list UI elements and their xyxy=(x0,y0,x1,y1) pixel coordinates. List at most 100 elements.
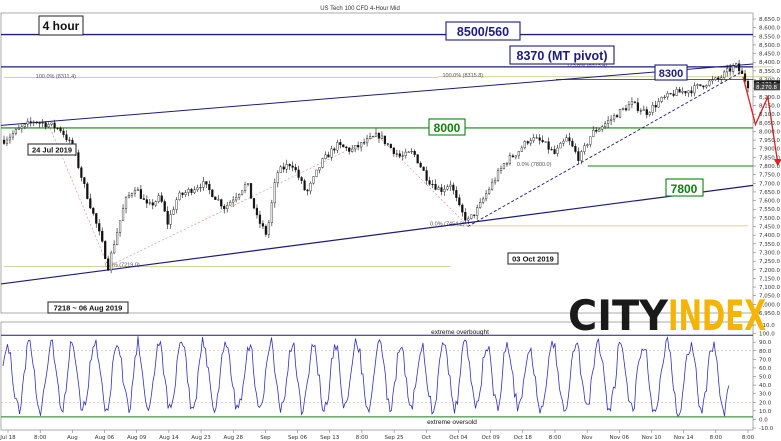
candle-body xyxy=(487,189,491,194)
candle-body xyxy=(604,123,607,127)
x-tick-label: Oct 09 xyxy=(481,435,500,441)
x-tick-label: Aug 23 xyxy=(191,435,211,441)
candle-body xyxy=(44,122,47,128)
candle-body xyxy=(398,153,401,157)
rising-trend-dashed xyxy=(467,71,743,227)
x-tick-label: Jul 18 xyxy=(0,435,16,441)
x-tick-label: Aug 09 xyxy=(127,435,147,441)
candle-body xyxy=(264,225,267,235)
candle-body xyxy=(246,183,250,185)
cityindex-logo: CITY INDEX xyxy=(568,291,766,340)
forecast-arrow xyxy=(742,76,781,166)
candle-body xyxy=(107,258,110,271)
y-tick-label: 6,950.0 xyxy=(759,311,780,317)
candle-body xyxy=(571,140,574,147)
rsi-tick-label: 90.0 xyxy=(759,340,772,346)
candle-body xyxy=(187,189,190,193)
candle-body xyxy=(532,137,535,141)
candle-body xyxy=(2,139,6,144)
candle-body xyxy=(291,165,294,168)
rsi-tick-label: 30.0 xyxy=(759,392,772,398)
candle-body xyxy=(255,207,259,216)
candle-body xyxy=(142,198,145,200)
fib-label: 100.0% (8311.4) xyxy=(36,74,76,80)
candle-body xyxy=(374,132,378,137)
level-box-8000 xyxy=(428,118,466,136)
candle-body xyxy=(56,127,59,129)
y-tick-label: 7,650.0 xyxy=(759,190,780,196)
candle-body xyxy=(627,104,631,111)
candle-body xyxy=(583,145,586,152)
candle-body xyxy=(121,208,125,221)
candle-body xyxy=(672,93,675,96)
level-box-7800 xyxy=(665,178,704,197)
candle-body xyxy=(342,144,345,148)
rsi-tick-label: 0.0 xyxy=(759,417,768,423)
candle-body xyxy=(389,144,392,149)
candle-body xyxy=(556,147,559,154)
candle-body xyxy=(446,186,449,190)
fib-label: 0.0% (7800.0) xyxy=(517,162,552,168)
candle-body xyxy=(696,84,699,86)
key-levels xyxy=(1,33,753,167)
candle-body xyxy=(473,214,476,216)
candle-body xyxy=(618,109,622,118)
candle-body xyxy=(166,210,169,225)
rsi-line xyxy=(2,335,730,417)
candle-body xyxy=(160,195,163,202)
candle-body xyxy=(592,129,595,137)
y-tick-label: 7,700.0 xyxy=(759,181,780,187)
candle-body xyxy=(267,222,270,235)
candle-body xyxy=(416,154,419,164)
candle-body xyxy=(8,136,12,141)
candle-body xyxy=(663,96,666,98)
candle-body xyxy=(35,121,38,124)
y-tick-label: 7,350.0 xyxy=(759,242,780,248)
candle-body xyxy=(360,142,363,148)
candle-body xyxy=(580,151,583,161)
candle-body xyxy=(199,187,202,189)
candle-body xyxy=(249,183,253,199)
candle-body xyxy=(53,122,56,129)
candle-body xyxy=(508,155,512,164)
candle-body xyxy=(630,101,634,105)
candle-body xyxy=(514,155,517,158)
candle-body xyxy=(740,70,744,74)
candle-body xyxy=(214,196,217,200)
candle-body xyxy=(666,93,669,98)
candle-body xyxy=(303,180,306,191)
x-tick-label: 8:00 xyxy=(356,435,369,441)
candle-body xyxy=(705,85,708,88)
candle-body xyxy=(118,220,122,233)
rsi-tick-label: 20.0 xyxy=(759,400,772,406)
candle-body xyxy=(422,166,425,171)
candle-body xyxy=(404,151,407,156)
level-label-7800: 7800 xyxy=(671,182,698,196)
trend-lines xyxy=(0,63,754,285)
candle-body xyxy=(476,207,479,216)
fib-label: 0.0% (7454.2) xyxy=(430,222,465,228)
candle-body xyxy=(419,162,422,168)
candle-body xyxy=(351,148,354,152)
candle-body xyxy=(383,135,387,144)
y-tick-label: 7,300.0 xyxy=(759,250,780,256)
candle-body xyxy=(127,195,131,198)
candle-body xyxy=(196,187,199,190)
price-readout-box xyxy=(754,83,780,91)
candle-body xyxy=(645,109,648,115)
candle-body xyxy=(336,142,339,151)
x-tick-label: Sep 25 xyxy=(385,435,405,441)
x-tick-label: 8:00 xyxy=(710,435,723,441)
chart-annotations: 8500/560 8370 (MT pivot) 8300 8000 7800 24 Ju… xyxy=(27,21,704,314)
rsi-indicator: -10.0 0.0 10.0 20.0 30.0 40.0 50.0 60.0 70.0 80.0… xyxy=(1,323,775,432)
candle-body xyxy=(243,184,247,191)
candle-body xyxy=(624,108,628,111)
window-title: US Tech 100 CFD 4-Hour Mid xyxy=(320,6,400,12)
candle-body xyxy=(86,183,89,199)
upper-channel xyxy=(0,63,754,126)
candle-body xyxy=(586,144,589,146)
y-tick-label: 8,650.0 xyxy=(759,17,780,23)
fib-guide xyxy=(108,133,382,267)
candle-body xyxy=(675,89,678,96)
candle-body xyxy=(443,188,446,192)
